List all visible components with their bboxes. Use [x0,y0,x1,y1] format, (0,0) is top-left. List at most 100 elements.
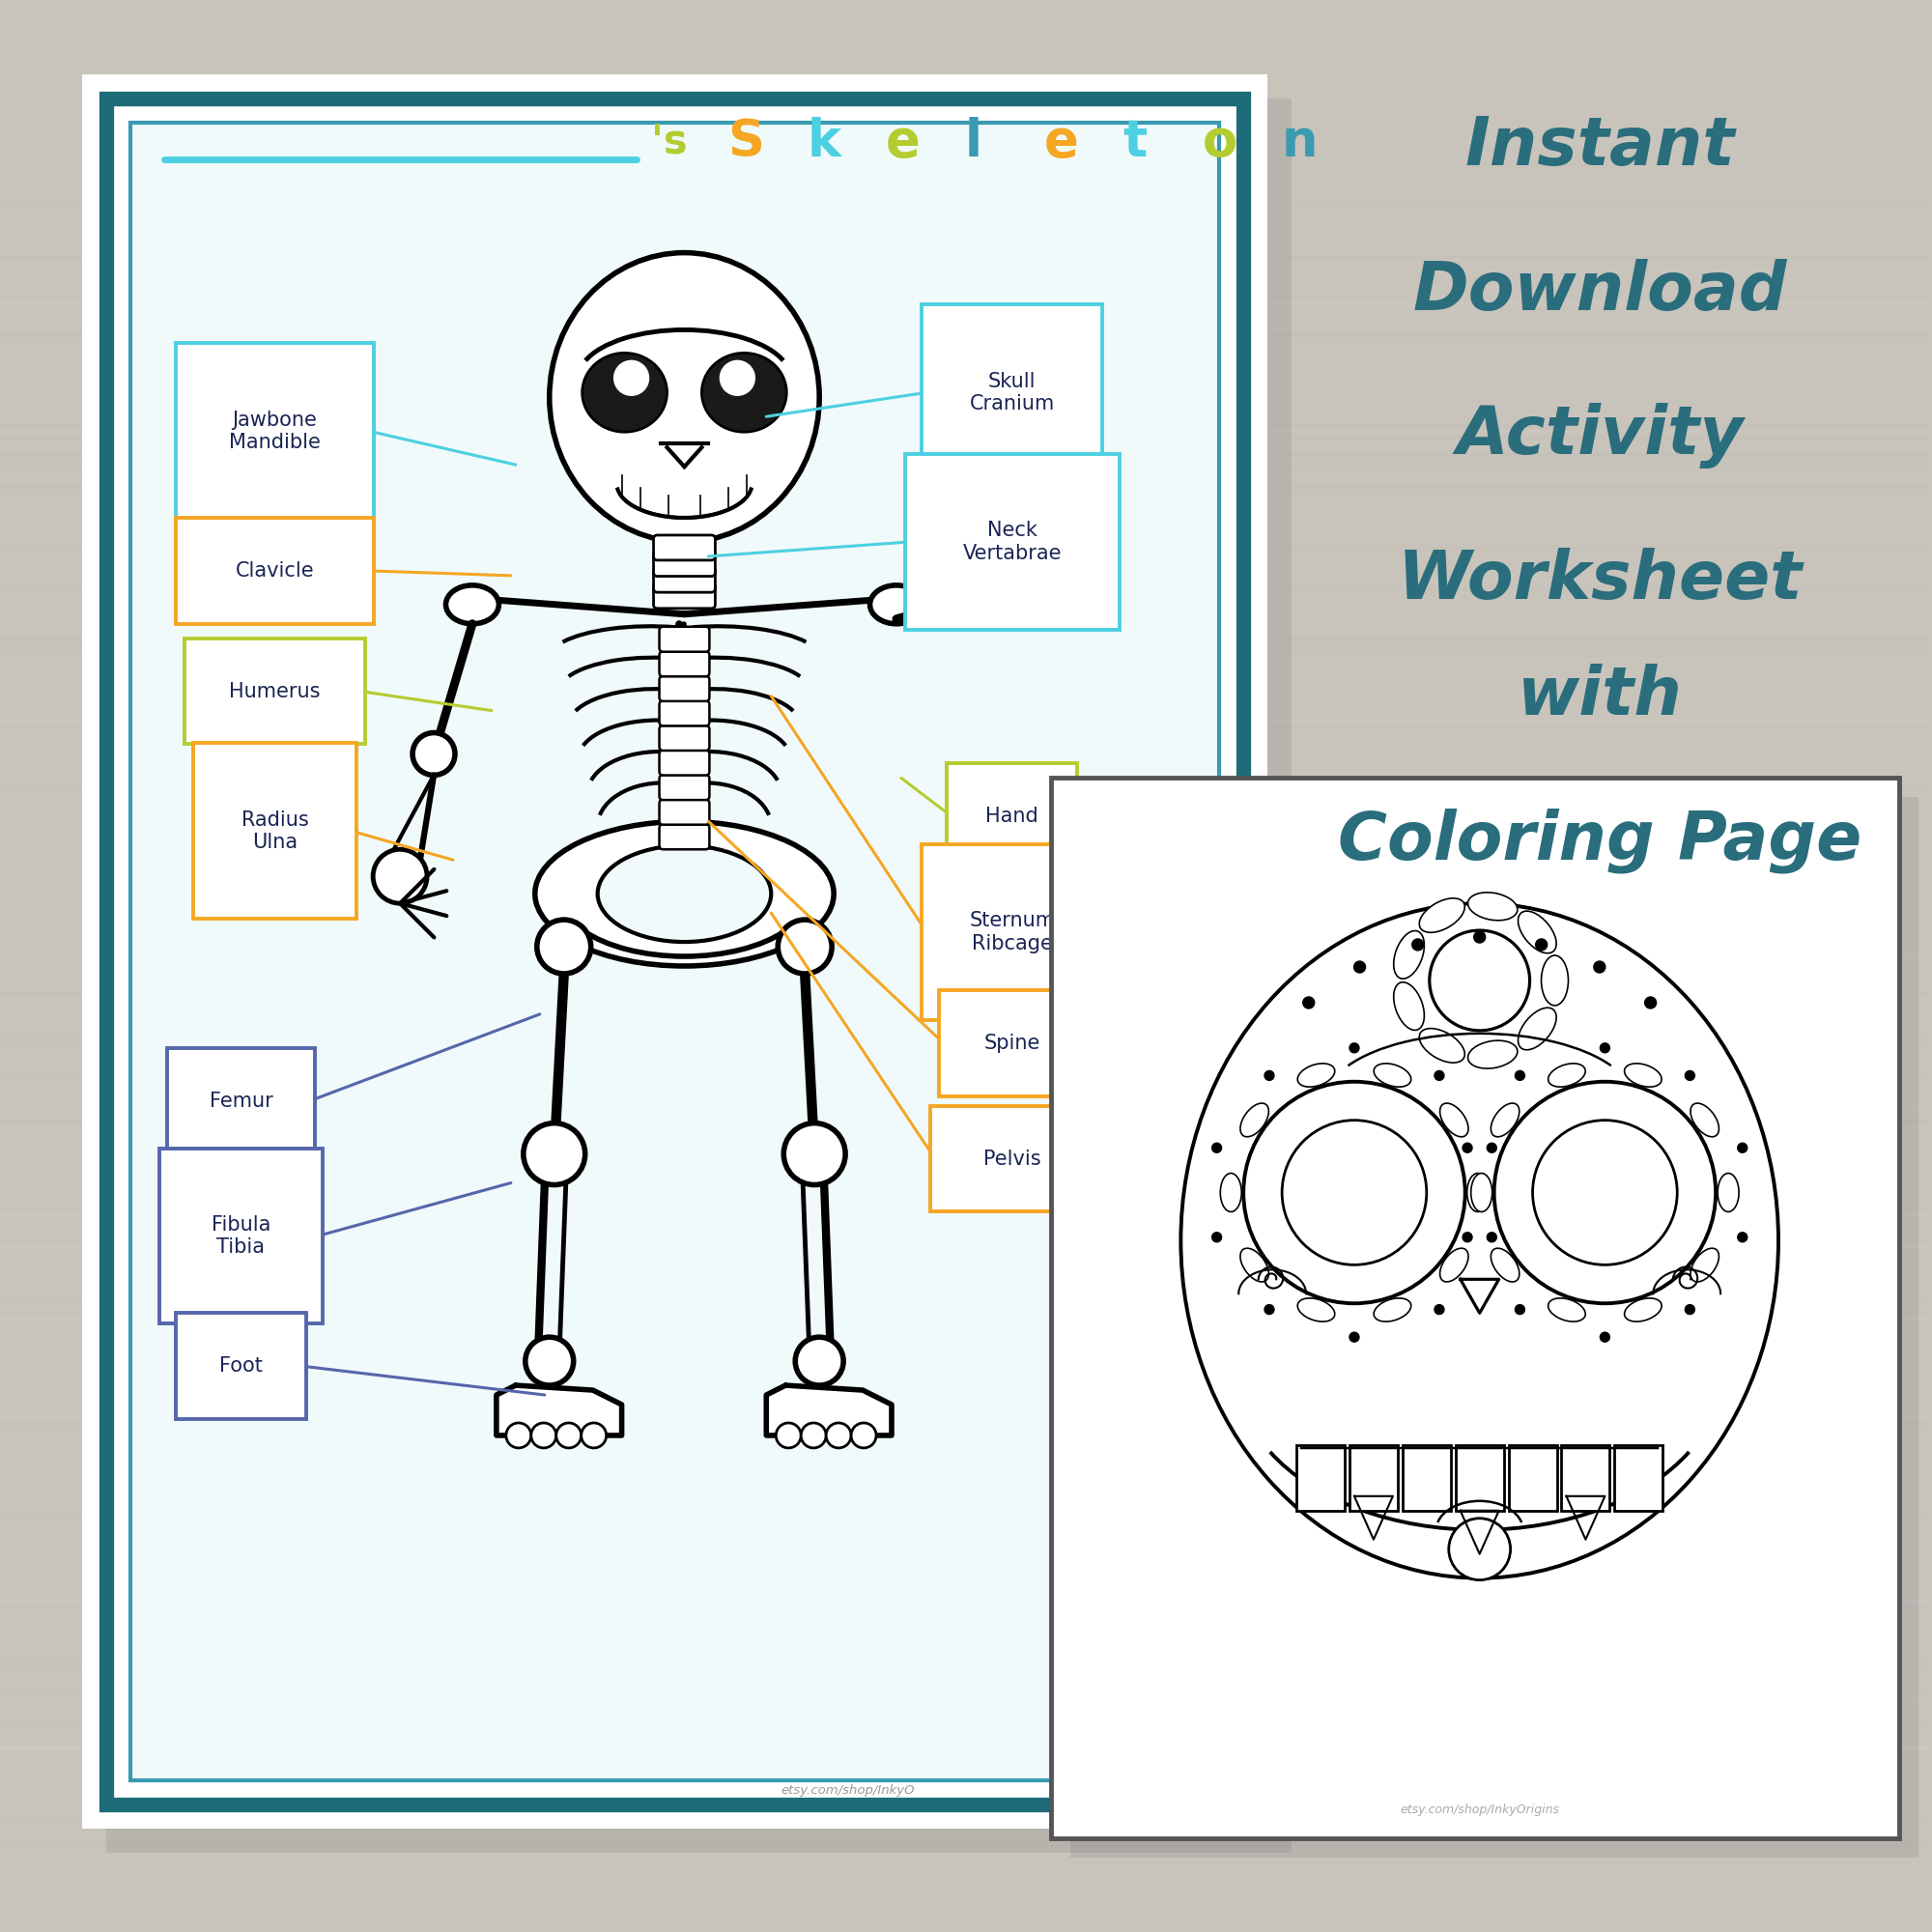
Circle shape [974,413,989,429]
FancyBboxPatch shape [659,626,709,651]
Ellipse shape [1468,1041,1517,1068]
Circle shape [526,1337,574,1385]
Text: Jawbone
Mandible: Jawbone Mandible [228,410,321,452]
Ellipse shape [549,253,819,541]
Ellipse shape [1393,981,1424,1030]
Circle shape [1515,1070,1524,1080]
FancyBboxPatch shape [1509,1445,1557,1511]
Circle shape [1264,1304,1273,1314]
Circle shape [1003,400,1018,415]
Text: Activity: Activity [1457,404,1745,469]
Circle shape [413,732,454,775]
FancyBboxPatch shape [158,1148,323,1323]
Text: Foot: Foot [220,1356,263,1376]
Ellipse shape [1625,1298,1662,1321]
FancyBboxPatch shape [1561,1445,1609,1511]
Ellipse shape [1180,904,1779,1578]
FancyBboxPatch shape [1455,1445,1503,1511]
Ellipse shape [1492,1103,1519,1136]
Ellipse shape [1420,898,1464,933]
Text: Instant: Instant [1464,114,1735,180]
Ellipse shape [1690,1103,1719,1136]
Text: Hand: Hand [985,808,1039,827]
FancyBboxPatch shape [653,568,715,593]
Circle shape [777,1422,802,1447]
Circle shape [1737,1233,1747,1242]
FancyBboxPatch shape [659,726,709,750]
Ellipse shape [1221,1173,1242,1211]
Ellipse shape [1718,1173,1739,1211]
FancyBboxPatch shape [904,454,1119,630]
FancyBboxPatch shape [659,676,709,701]
Text: 's: 's [651,122,688,162]
Circle shape [1536,939,1548,951]
FancyBboxPatch shape [659,825,709,850]
Ellipse shape [1374,1298,1410,1321]
FancyBboxPatch shape [659,800,709,825]
Ellipse shape [1374,1063,1410,1088]
Circle shape [1430,931,1530,1030]
Bar [1051,779,1899,1839]
Circle shape [1449,1519,1511,1580]
Ellipse shape [1542,956,1569,1005]
FancyBboxPatch shape [1349,1445,1397,1511]
FancyBboxPatch shape [929,1105,1094,1211]
Ellipse shape [1240,1103,1269,1136]
Ellipse shape [1439,1248,1468,1281]
Text: Neck
Vertabrae: Neck Vertabrae [962,522,1061,562]
Text: S: S [728,116,765,166]
Circle shape [802,1422,827,1447]
Circle shape [531,1422,556,1447]
Text: t: t [1122,116,1148,166]
Circle shape [506,1422,531,1447]
Polygon shape [767,1385,891,1435]
Ellipse shape [1393,931,1424,980]
Circle shape [1412,939,1424,951]
FancyBboxPatch shape [168,1047,315,1153]
Circle shape [1600,1043,1609,1053]
FancyBboxPatch shape [922,844,1103,1020]
FancyBboxPatch shape [184,638,365,744]
Circle shape [1463,1233,1472,1242]
Circle shape [556,1422,582,1447]
FancyBboxPatch shape [659,651,709,676]
Circle shape [784,1122,846,1184]
FancyBboxPatch shape [653,583,715,609]
FancyBboxPatch shape [1615,1445,1663,1511]
Circle shape [373,850,427,904]
Ellipse shape [1519,912,1557,952]
Ellipse shape [582,354,667,433]
FancyBboxPatch shape [939,989,1086,1095]
FancyBboxPatch shape [176,1314,305,1418]
Circle shape [995,458,1037,500]
Text: n: n [1281,116,1318,166]
Ellipse shape [1492,1248,1519,1281]
FancyBboxPatch shape [176,518,373,624]
Circle shape [614,361,649,396]
Circle shape [1515,1304,1524,1314]
Circle shape [1737,1144,1747,1153]
Circle shape [582,1422,607,1447]
Circle shape [1600,1333,1609,1343]
Circle shape [1474,931,1486,943]
Ellipse shape [1298,1298,1335,1321]
Ellipse shape [1466,1173,1488,1211]
FancyBboxPatch shape [659,750,709,775]
Bar [129,122,1219,1781]
Text: with: with [1517,665,1683,728]
Text: Skull
Cranium: Skull Cranium [970,371,1055,413]
Ellipse shape [869,585,923,624]
Text: l: l [964,116,981,166]
Text: Download: Download [1412,259,1787,325]
Ellipse shape [1420,1028,1464,1063]
Text: Clavicle: Clavicle [236,560,315,580]
Circle shape [1685,1304,1694,1314]
Text: Worksheet: Worksheet [1397,549,1803,612]
Ellipse shape [1468,893,1517,920]
Ellipse shape [446,585,498,624]
Circle shape [987,404,1003,419]
Circle shape [721,361,755,396]
Ellipse shape [1240,1248,1269,1281]
FancyBboxPatch shape [659,701,709,726]
FancyBboxPatch shape [193,744,357,920]
